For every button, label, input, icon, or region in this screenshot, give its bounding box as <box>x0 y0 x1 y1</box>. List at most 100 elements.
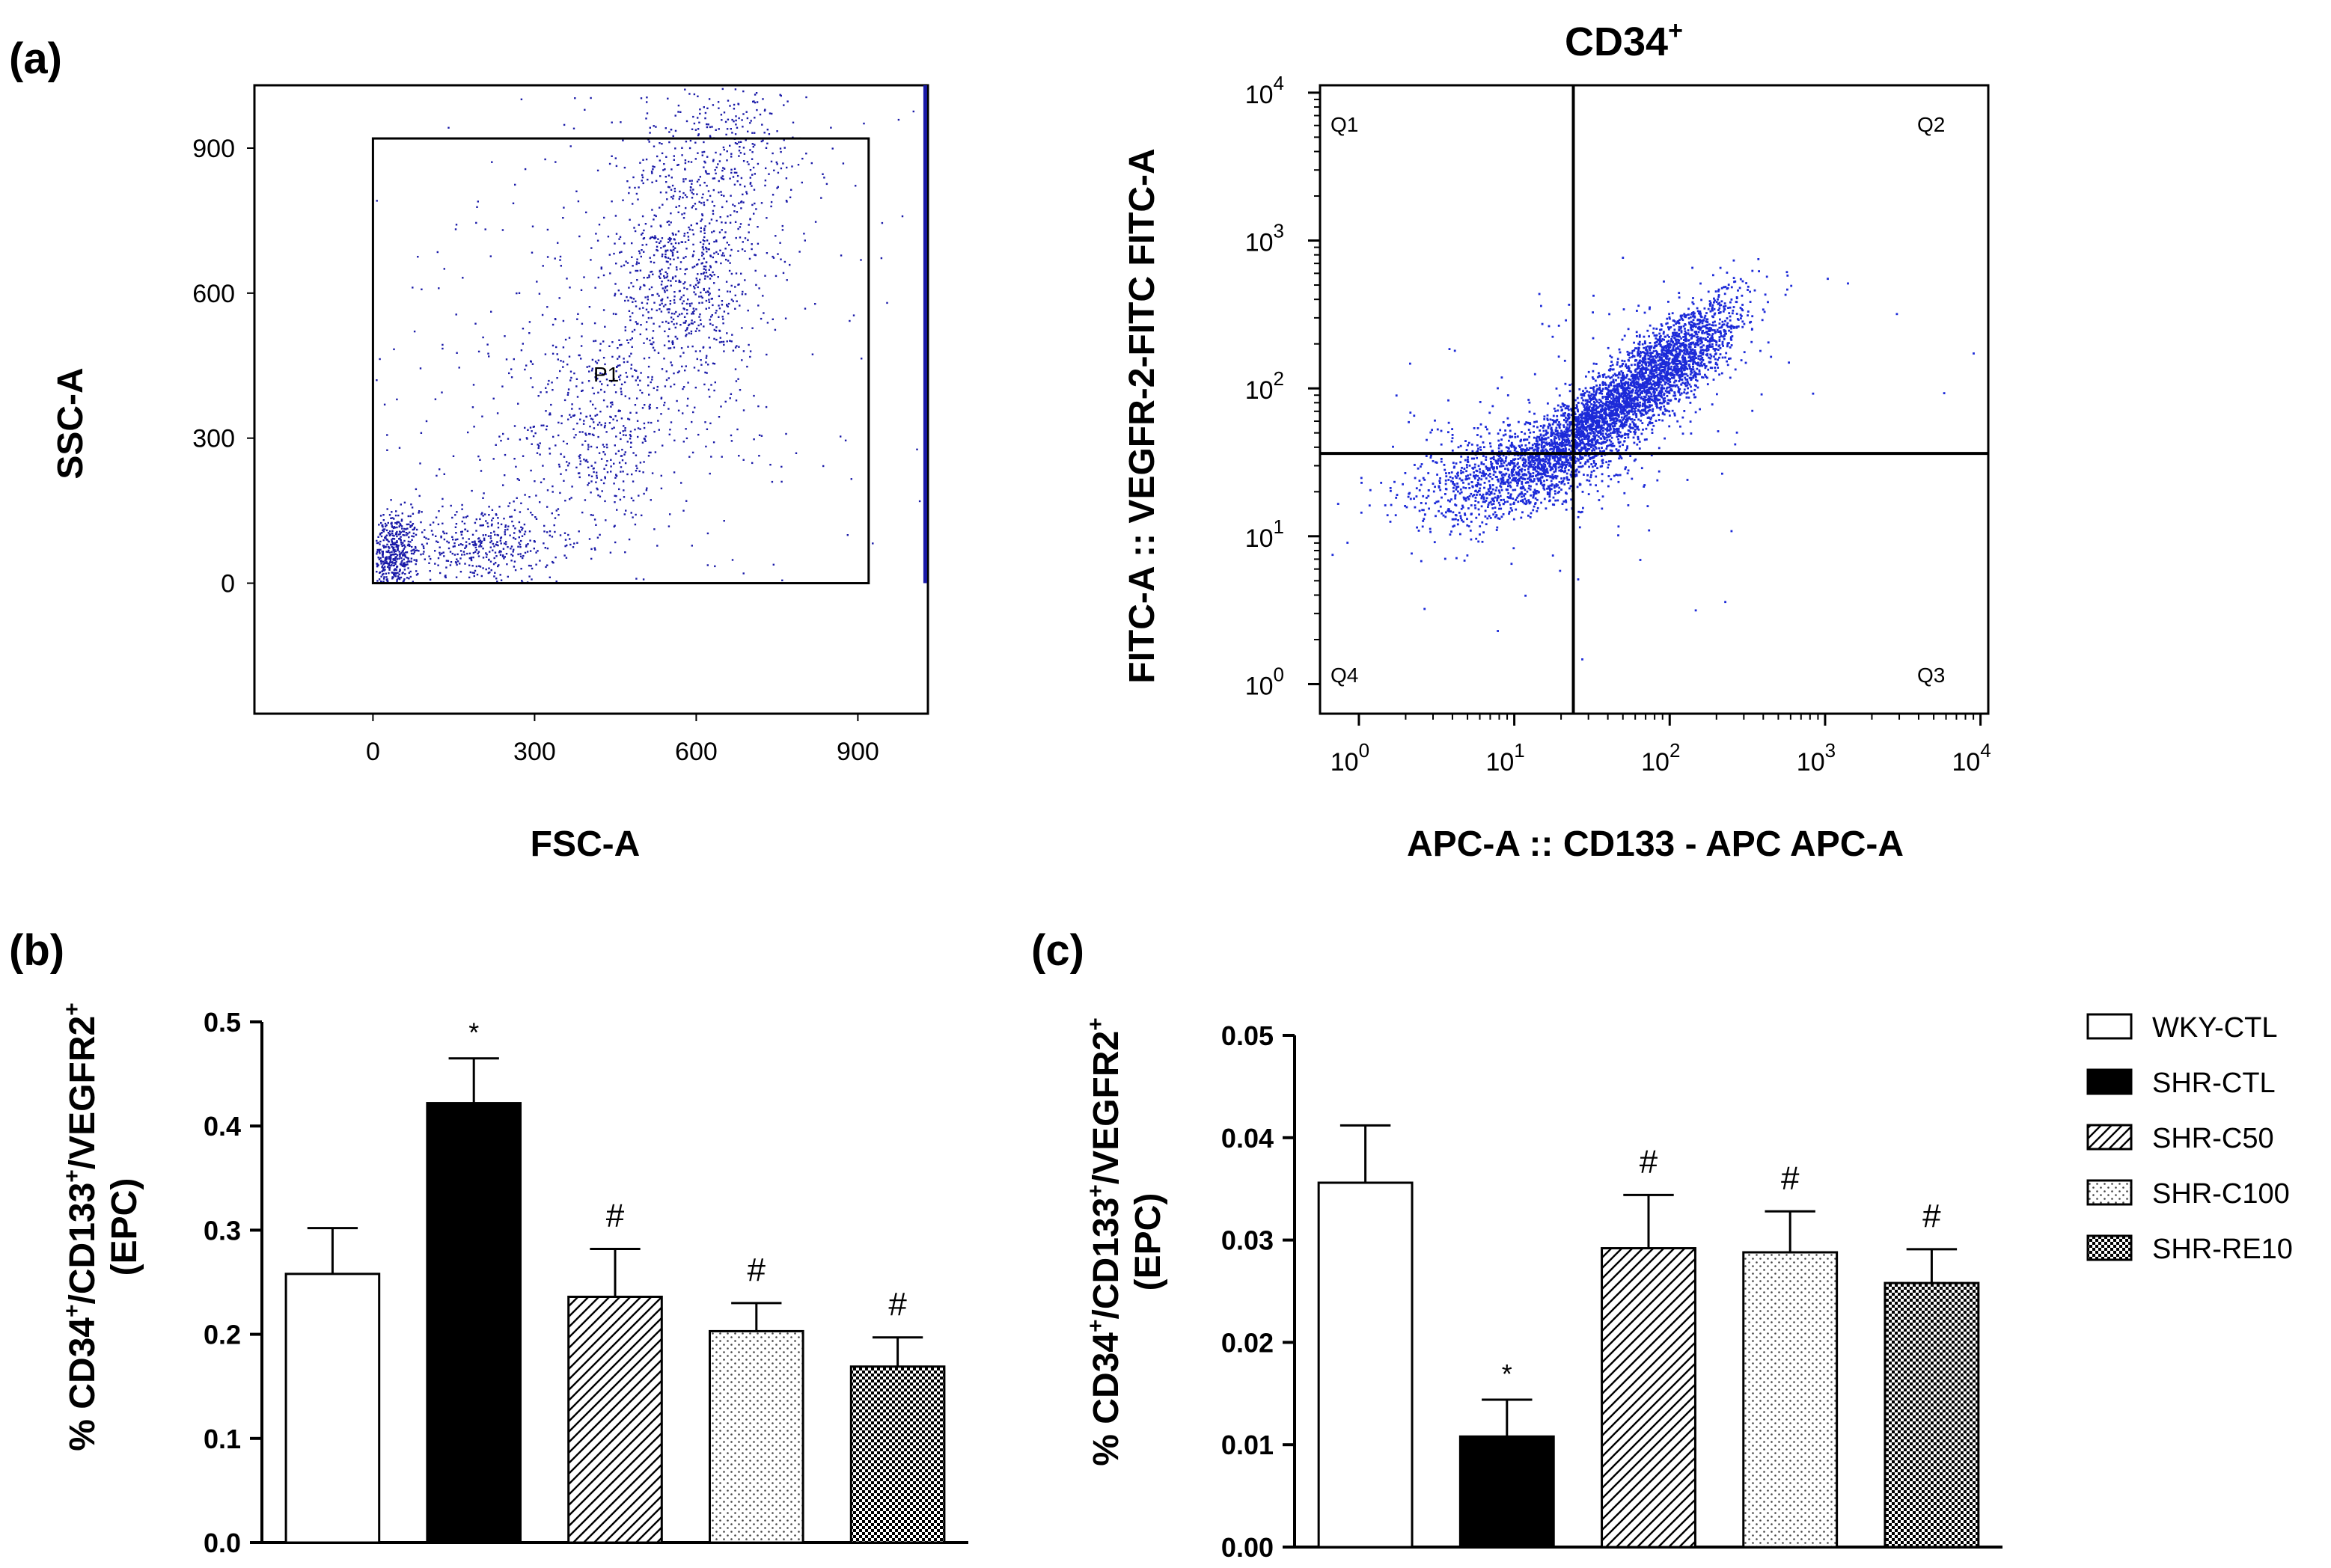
scatter-point <box>1540 446 1543 449</box>
scatter-point <box>682 257 685 260</box>
scatter-point <box>754 202 756 205</box>
scatter-point <box>1592 388 1595 391</box>
scatter-point <box>1613 429 1616 432</box>
scatter-point <box>1677 355 1680 358</box>
scatter-point <box>527 543 529 545</box>
scatter-point <box>389 560 391 563</box>
scatter-point <box>636 269 639 272</box>
scatter-point <box>464 528 466 530</box>
scatter-point <box>721 169 724 172</box>
scatter-point <box>673 346 676 349</box>
scatter-point <box>1601 410 1604 412</box>
scatter-point <box>1621 400 1624 402</box>
scatter-point <box>641 301 644 304</box>
scatter-point <box>667 340 670 343</box>
scatter-point <box>396 578 398 581</box>
scatter-point <box>1575 404 1578 406</box>
scatter-point <box>688 160 690 163</box>
scatter-point <box>1655 356 1658 359</box>
scatter-point <box>780 94 782 97</box>
scatter-point <box>687 239 690 241</box>
scatter-point <box>589 425 591 428</box>
scatter-point <box>1660 405 1663 408</box>
scatter-point <box>724 120 727 123</box>
scatter-point <box>750 120 752 122</box>
scatter-point <box>513 509 516 512</box>
scatter-point <box>1545 460 1548 463</box>
scatter-point <box>411 539 413 541</box>
scatter-point <box>1693 388 1696 391</box>
scatter-point <box>1485 500 1488 502</box>
scatter-point <box>703 289 705 291</box>
scatter-point <box>831 147 834 150</box>
scatter-point <box>403 569 406 571</box>
scatter-point <box>613 525 615 528</box>
scatter-point <box>1628 425 1631 428</box>
scatter-point <box>563 480 565 482</box>
scatter-point <box>703 203 706 206</box>
scatter-point <box>736 180 739 183</box>
scatter-point <box>391 532 394 534</box>
scatter-point <box>1536 447 1539 450</box>
scatter-point <box>543 424 545 426</box>
scatter-point <box>1613 402 1616 405</box>
scatter-point <box>1540 438 1543 441</box>
scatter-point <box>665 276 667 279</box>
scatter-point <box>722 322 724 325</box>
scatter-point <box>589 414 591 417</box>
scatter-point <box>456 560 459 563</box>
scatter-point <box>1558 480 1561 483</box>
scatter-point <box>674 275 676 278</box>
scatter-point <box>475 530 477 532</box>
scatter-point <box>635 263 638 266</box>
scatter-point <box>1565 449 1567 452</box>
scatter-point <box>1684 378 1687 381</box>
scatter-point <box>615 475 618 477</box>
scatter-point <box>700 202 703 204</box>
scatter-point <box>1558 469 1561 472</box>
scatter-point <box>489 551 491 553</box>
scatter-point <box>1576 423 1578 426</box>
scatter-point <box>487 525 489 528</box>
scatter-point <box>659 142 661 144</box>
scatter-point <box>753 189 756 191</box>
scatter-point <box>585 211 587 214</box>
scatter-point <box>1729 331 1732 334</box>
scatter-point <box>1556 414 1559 417</box>
scatter-point <box>754 94 757 96</box>
scatter-point <box>630 352 632 355</box>
scatter-point <box>665 379 668 382</box>
scatter-point <box>692 193 694 195</box>
scatter-point <box>656 241 658 243</box>
scatter-point <box>692 243 694 246</box>
scatter-point <box>656 245 659 248</box>
scatter-point <box>521 529 523 531</box>
scatter-point <box>852 314 855 316</box>
scatter-point <box>509 515 511 518</box>
scatter-point <box>384 569 386 571</box>
scatter-point <box>1554 433 1556 436</box>
scatter-point <box>490 569 492 572</box>
scatter-point <box>479 566 482 568</box>
scatter-point <box>593 434 595 437</box>
scatter-point <box>723 195 725 197</box>
scatter-point <box>1645 367 1648 370</box>
scatter-point <box>1548 491 1551 494</box>
scatter-point <box>620 265 623 268</box>
y-tick-label: 0 <box>221 570 235 598</box>
scatter-point <box>697 178 700 181</box>
scatter-point <box>760 140 763 143</box>
scatter-point <box>647 385 650 387</box>
scatter-point <box>403 501 406 503</box>
scatter-point <box>639 269 642 272</box>
scatter-point <box>1696 379 1699 382</box>
scatter-point <box>385 539 388 541</box>
scatter-point <box>1607 435 1610 438</box>
scatter-point <box>712 271 714 274</box>
scatter-point <box>604 424 606 427</box>
scatter-point <box>1579 441 1582 444</box>
scatter-point <box>626 180 629 183</box>
scatter-point <box>1631 420 1634 423</box>
scatter-point <box>751 174 754 176</box>
scatter-point <box>587 446 590 448</box>
